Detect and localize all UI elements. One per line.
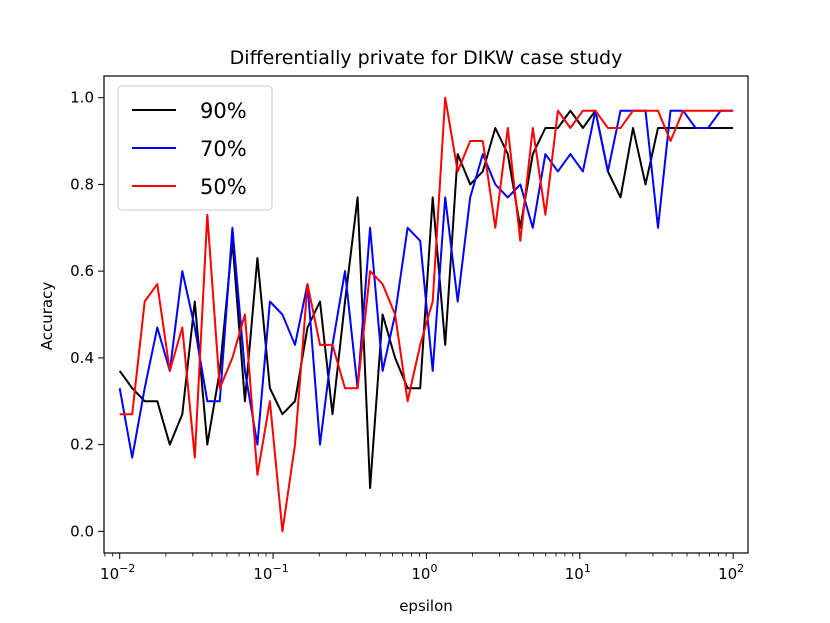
x-tick-label: 100	[411, 562, 437, 583]
y-axis: 0.0 0.2 0.4 0.6 0.8 1.0	[70, 89, 104, 540]
y-tick-label: 0.2	[70, 436, 94, 454]
x-axis: 10−2 10−1 100 101 102	[100, 553, 744, 583]
legend-label: 90%	[200, 99, 247, 123]
legend-box	[117, 85, 273, 211]
plot-area	[118, 96, 734, 533]
x-tick-label: 101	[565, 562, 591, 583]
y-tick-label: 0.8	[70, 175, 94, 193]
y-axis-label: Accuracy	[38, 282, 56, 351]
y-tick-label: 0.0	[70, 522, 94, 540]
y-tick-label: 1.0	[70, 89, 94, 107]
y-tick-label: 0.6	[70, 262, 94, 280]
legend-label: 50%	[200, 175, 247, 199]
series-line-50pct	[119, 96, 734, 533]
x-tick-label: 10−2	[100, 562, 135, 583]
legend: 90% 70% 50%	[117, 85, 273, 211]
y-tick-label: 0.4	[70, 349, 94, 367]
x-tick-label: 10−1	[253, 562, 288, 583]
chart-title: Differentially private for DIKW case stu…	[230, 47, 623, 69]
series-line-90pct	[118, 109, 734, 489]
legend-label: 70%	[200, 137, 247, 161]
x-axis-label: epsilon	[399, 597, 453, 615]
series-line-70pct	[118, 109, 734, 459]
x-tick-label: 102	[718, 562, 744, 583]
